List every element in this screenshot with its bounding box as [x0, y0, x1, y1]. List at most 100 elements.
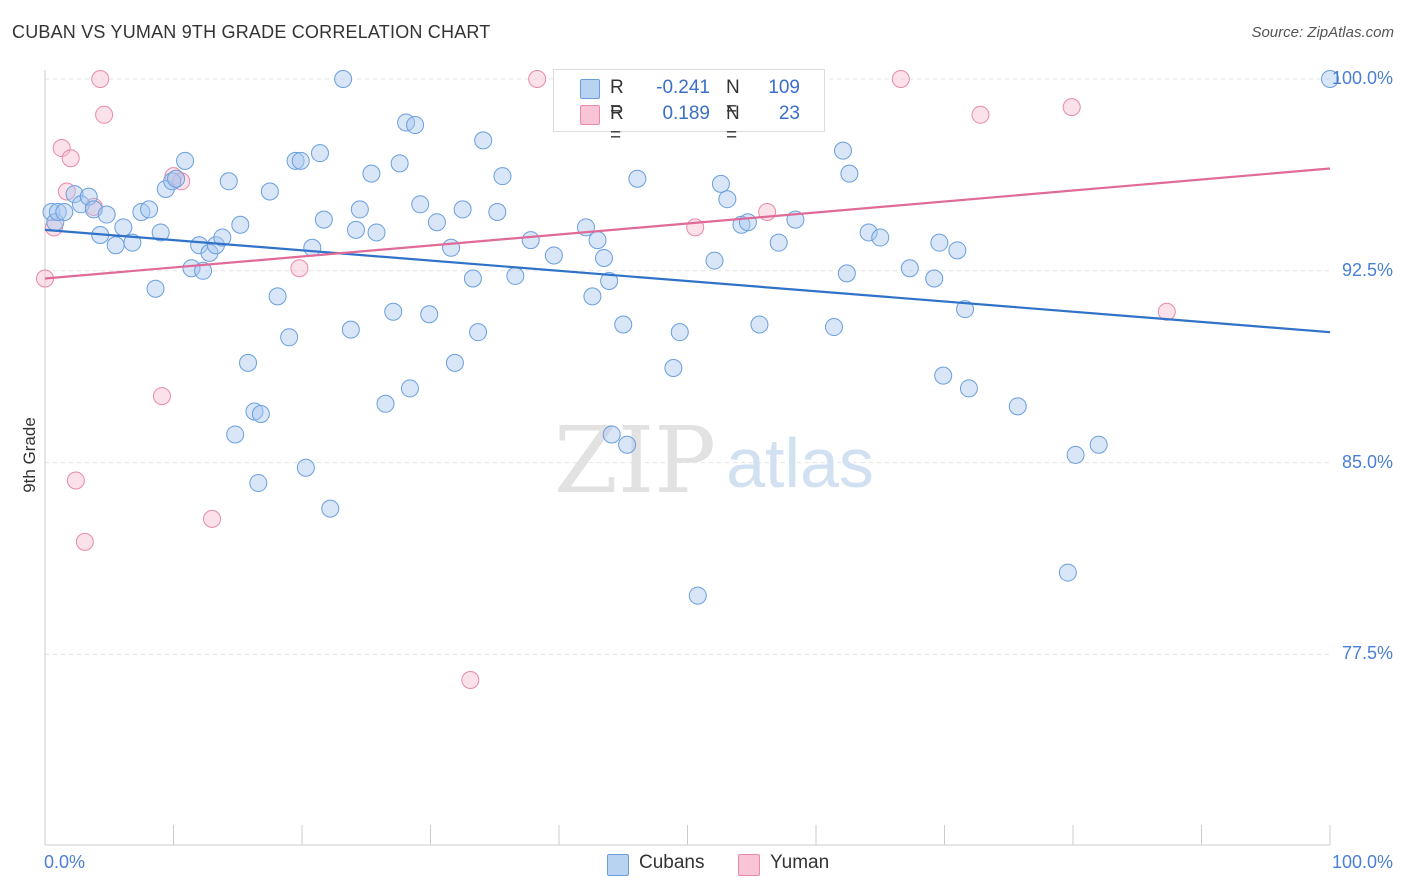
axes — [44, 70, 1331, 846]
r-value: -0.241 — [656, 77, 710, 98]
cubans-point — [65, 185, 84, 204]
cubans-point — [55, 202, 74, 221]
cubans-point — [384, 302, 403, 321]
cubans-point — [400, 379, 419, 398]
cubans-point — [106, 236, 125, 255]
cubans-point — [200, 243, 219, 262]
cubans-point — [251, 405, 270, 424]
cubans-point — [346, 220, 365, 239]
n-value: 109 — [768, 77, 800, 98]
yuman-points — [36, 70, 1176, 689]
yuman-swatch — [580, 105, 600, 125]
cubans-point — [1089, 435, 1108, 454]
cubans-point — [594, 249, 613, 268]
r-label: R = — [610, 103, 624, 146]
source-note: Source: ZipAtlas.com — [1251, 24, 1394, 41]
cubans-point — [291, 151, 310, 170]
watermark-atlas: atlas — [726, 424, 874, 502]
n-value: 23 — [778, 103, 800, 124]
cubans-point — [583, 287, 602, 306]
cubans-point — [260, 182, 279, 201]
cubans-point — [420, 305, 439, 324]
y-tick-label: 92.5% — [1341, 259, 1393, 280]
cubans-point — [1058, 563, 1077, 582]
cubans-point — [474, 131, 493, 150]
cubans-point — [521, 231, 540, 250]
cubans-point — [769, 233, 788, 252]
cubans-point — [750, 315, 769, 334]
cubans-point — [406, 116, 425, 135]
cubans-point — [1321, 70, 1339, 88]
cubans-point — [618, 435, 637, 454]
cubans-point — [442, 238, 461, 257]
cubans-legend-swatch — [607, 854, 629, 876]
cubans-point — [453, 200, 472, 219]
cubans-point — [321, 499, 340, 518]
cubans-point — [48, 202, 67, 221]
cubans-point — [705, 251, 724, 270]
cubans-point — [176, 151, 195, 170]
yuman-point — [461, 670, 480, 689]
cubans-point — [925, 269, 944, 288]
cubans-point — [1066, 445, 1085, 464]
cubans-point — [859, 223, 878, 242]
cubans-point — [824, 318, 843, 337]
cubans-point — [97, 205, 116, 224]
yuman-point — [891, 70, 910, 88]
cubans-point — [390, 154, 409, 173]
cubans-point — [488, 202, 507, 221]
cubans-point — [286, 151, 305, 170]
cubans-point — [900, 259, 919, 278]
x-tick-label-max: 100.0% — [1331, 852, 1393, 872]
cubans-point — [411, 195, 430, 214]
cubans-point — [664, 358, 683, 377]
yuman-point — [91, 70, 110, 88]
cubans-point — [493, 167, 512, 186]
cubans-point — [213, 228, 232, 247]
chart-title: CUBAN VS YUMAN 9TH GRADE CORRELATION CHA… — [12, 22, 491, 42]
yuman-point — [152, 387, 171, 406]
n-label: N = — [726, 77, 740, 120]
cubans-point — [469, 323, 488, 342]
cubans-point — [140, 200, 159, 219]
cubans-point — [833, 141, 852, 160]
cubans-point — [837, 264, 856, 283]
cubans-point — [956, 300, 975, 319]
cubans-point — [934, 366, 953, 385]
cubans-point — [314, 210, 333, 229]
y-axis-label: 9th Grade — [20, 417, 39, 493]
cubans-point — [310, 144, 329, 163]
cubans-trendline — [44, 228, 1331, 334]
cubans-point — [362, 164, 381, 183]
cubans-point — [296, 458, 315, 477]
yuman-point — [52, 139, 71, 158]
cubans-point — [588, 231, 607, 250]
yuman-trendline — [44, 167, 1331, 280]
y-tick-label: 77.5% — [1341, 643, 1393, 664]
cubans-point — [239, 353, 258, 372]
r-value: 0.189 — [662, 103, 710, 124]
cubans-swatch — [580, 79, 600, 99]
cubans-point — [249, 474, 268, 493]
cubans-point — [341, 320, 360, 339]
r-label: R = — [610, 77, 624, 120]
cubans-point — [350, 200, 369, 219]
cubans-point — [303, 238, 322, 257]
cubans-point — [544, 246, 563, 265]
yuman-legend-swatch — [738, 854, 760, 876]
cubans-point — [194, 261, 213, 280]
cubans-point — [42, 202, 61, 221]
cubans-point — [427, 213, 446, 232]
y-tick-label: 85.0% — [1341, 451, 1393, 472]
cubans-point — [959, 379, 978, 398]
y-tick-label: 100.0% — [1331, 68, 1393, 88]
cubans-point — [602, 425, 621, 444]
yuman-point — [528, 70, 547, 88]
cubans-point — [114, 218, 133, 237]
cubans-point — [376, 394, 395, 413]
yuman-point — [75, 532, 94, 551]
yuman-point — [95, 105, 114, 124]
n-label: N = — [726, 103, 740, 146]
cubans-point — [280, 328, 299, 347]
